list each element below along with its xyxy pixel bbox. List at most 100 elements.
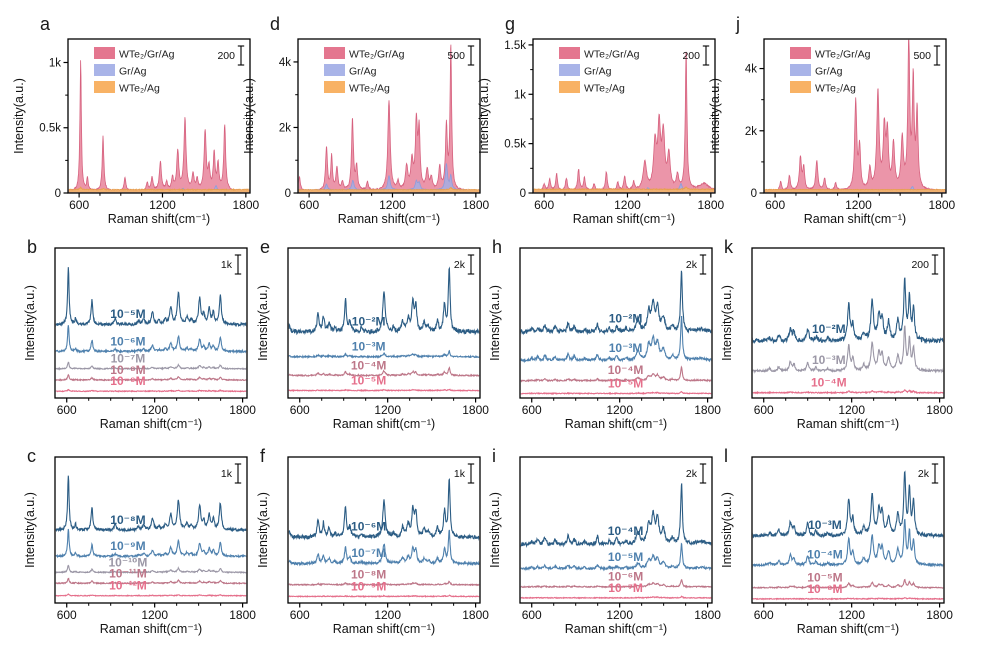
panel-letter: f — [260, 446, 266, 466]
y-tick-label: 2k — [279, 122, 291, 134]
panel-letter: i — [492, 446, 496, 466]
x-tick-label: 1800 — [694, 403, 721, 417]
scale-bar-label: 500 — [913, 50, 931, 62]
plot-frame — [287, 247, 481, 399]
plot-area — [752, 277, 944, 395]
x-tick-label: 600 — [522, 403, 542, 417]
trace-10⁻⁷M — [520, 595, 712, 600]
concentration-label: 10⁻⁷M — [111, 352, 146, 366]
concentration-label: 10⁻³M — [808, 518, 842, 532]
x-tick-label: 1200 — [374, 608, 401, 622]
y-tick-label: 1k — [49, 57, 61, 69]
trace-10⁻⁶M — [752, 596, 944, 601]
scale-bar-label: 1k — [221, 468, 233, 480]
trace-10⁻²M — [520, 270, 712, 336]
x-tick-label: 1800 — [462, 403, 489, 417]
legend-swatch — [790, 64, 811, 76]
plot-frame — [297, 38, 481, 194]
panel-letter: d — [270, 14, 280, 34]
legend: WTe₂/Gr/Ag Gr/Ag WTe₂/Ag — [324, 47, 405, 95]
x-tick-label: 600 — [765, 198, 785, 212]
panel-letter: e — [260, 237, 270, 257]
legend-label: WTe₂/Ag — [815, 83, 856, 95]
concentration-label: 10⁻⁵M — [608, 376, 643, 390]
concentration-label: 10⁻⁸M — [351, 568, 386, 582]
x-tick-label: 1200 — [149, 198, 176, 212]
x-tick-label: 1200 — [379, 198, 406, 212]
y-axis-label: Intensity(a.u.) — [708, 78, 722, 154]
plot-frame — [532, 38, 716, 194]
scale-bar: 200 — [911, 254, 939, 275]
panel-d: d WTe₂/Gr/Ag Gr/Ag WTe₂/Ag 0 2k 4k 600 1200 1800 R… — [242, 14, 490, 226]
x-axis-label: Raman shift(cm⁻¹) — [573, 212, 675, 226]
legend-label: WTe₂/Ag — [584, 83, 625, 95]
y-axis-label: Intensity(a.u.) — [256, 492, 270, 568]
series-area-1 — [298, 44, 480, 193]
y-axis-label: Intensity(a.u.) — [488, 492, 502, 568]
trace-10⁻⁴M — [520, 483, 712, 548]
concentration-label: 10⁻⁷M — [608, 581, 643, 595]
x-axis-label: Raman shift(cm⁻¹) — [108, 212, 210, 226]
legend-swatch — [324, 64, 345, 76]
scale-bar: 1k — [221, 254, 242, 275]
scale-bar: 1k — [454, 463, 475, 484]
legend-label: Gr/Ag — [349, 66, 377, 78]
x-tick-label: 1800 — [926, 403, 953, 417]
panel-letter: j — [735, 14, 740, 34]
trace-10⁻⁵M — [520, 542, 712, 572]
concentration-label: 10⁻³M — [812, 353, 846, 367]
x-tick-label: 1800 — [462, 198, 489, 212]
scale-bar: 500 — [913, 45, 941, 66]
concentration-label: 10⁻⁵M — [807, 571, 842, 585]
trace-10⁻²M — [752, 277, 944, 345]
scale-bar: 200 — [217, 45, 245, 66]
concentration-label: 10⁻⁸M — [110, 513, 145, 527]
panel-letter: k — [724, 237, 734, 257]
x-tick-label: 1200 — [606, 403, 633, 417]
legend-label: Gr/Ag — [584, 66, 612, 78]
y-tick-label: 4k — [279, 57, 291, 69]
concentration-label: 10⁻⁴M — [807, 547, 843, 561]
trace-10⁻³M — [520, 316, 712, 364]
legend-label: WTe₂/Ag — [349, 83, 390, 95]
legend: WTe₂/Gr/Ag Gr/Ag WTe₂/Ag — [559, 47, 640, 95]
plot-frame — [67, 38, 251, 194]
plot-area — [55, 475, 247, 598]
concentration-label: 10⁻⁸M — [110, 363, 145, 377]
concentration-label: 10⁻¹²M — [109, 579, 147, 593]
legend: WTe₂/Gr/Ag Gr/Ag WTe₂/Ag — [790, 47, 871, 95]
trace-10⁻¹⁰M — [55, 564, 247, 574]
scale-bar: 2k — [686, 254, 707, 275]
trace-10⁻⁵M — [288, 388, 480, 393]
panel-letter: h — [492, 237, 502, 257]
legend-label: WTe₂/Gr/Ag — [584, 49, 640, 61]
concentration-label: 10⁻²M — [812, 322, 846, 336]
x-tick-label: 1800 — [232, 198, 259, 212]
concentration-label: 10⁻⁶M — [807, 582, 842, 596]
plot-frame — [519, 456, 713, 604]
concentration-label: 10⁻²M — [609, 311, 643, 325]
x-tick-label: 1800 — [229, 403, 256, 417]
x-axis-label: Raman shift(cm⁻¹) — [338, 212, 440, 226]
trace-10⁻⁵M — [752, 578, 944, 590]
trace-10⁻⁴M — [520, 365, 712, 383]
concentration-label: 10⁻⁶M — [608, 570, 643, 584]
scale-bar-label: 1k — [221, 259, 233, 271]
panel-letter: a — [40, 14, 51, 34]
y-axis-label: Intensity(a.u.) — [488, 285, 502, 361]
legend: WTe₂/Gr/Ag Gr/Ag WTe₂/Ag — [94, 47, 175, 95]
trace-10⁻⁴M — [752, 518, 944, 568]
y-tick-label: 1.5k — [504, 40, 526, 52]
y-tick-label: 2k — [745, 126, 757, 138]
x-tick-label: 600 — [754, 608, 774, 622]
x-axis-label: Raman shift(cm⁻¹) — [565, 622, 667, 636]
plot-area — [764, 39, 946, 193]
x-tick-label: 600 — [69, 198, 89, 212]
panel-a: a WTe₂/Gr/Ag Gr/Ag WTe₂/Ag 0 0.5k 1k 600 1200 180… — [12, 14, 260, 226]
plot-area — [520, 483, 712, 600]
legend-label: Gr/Ag — [119, 66, 147, 78]
